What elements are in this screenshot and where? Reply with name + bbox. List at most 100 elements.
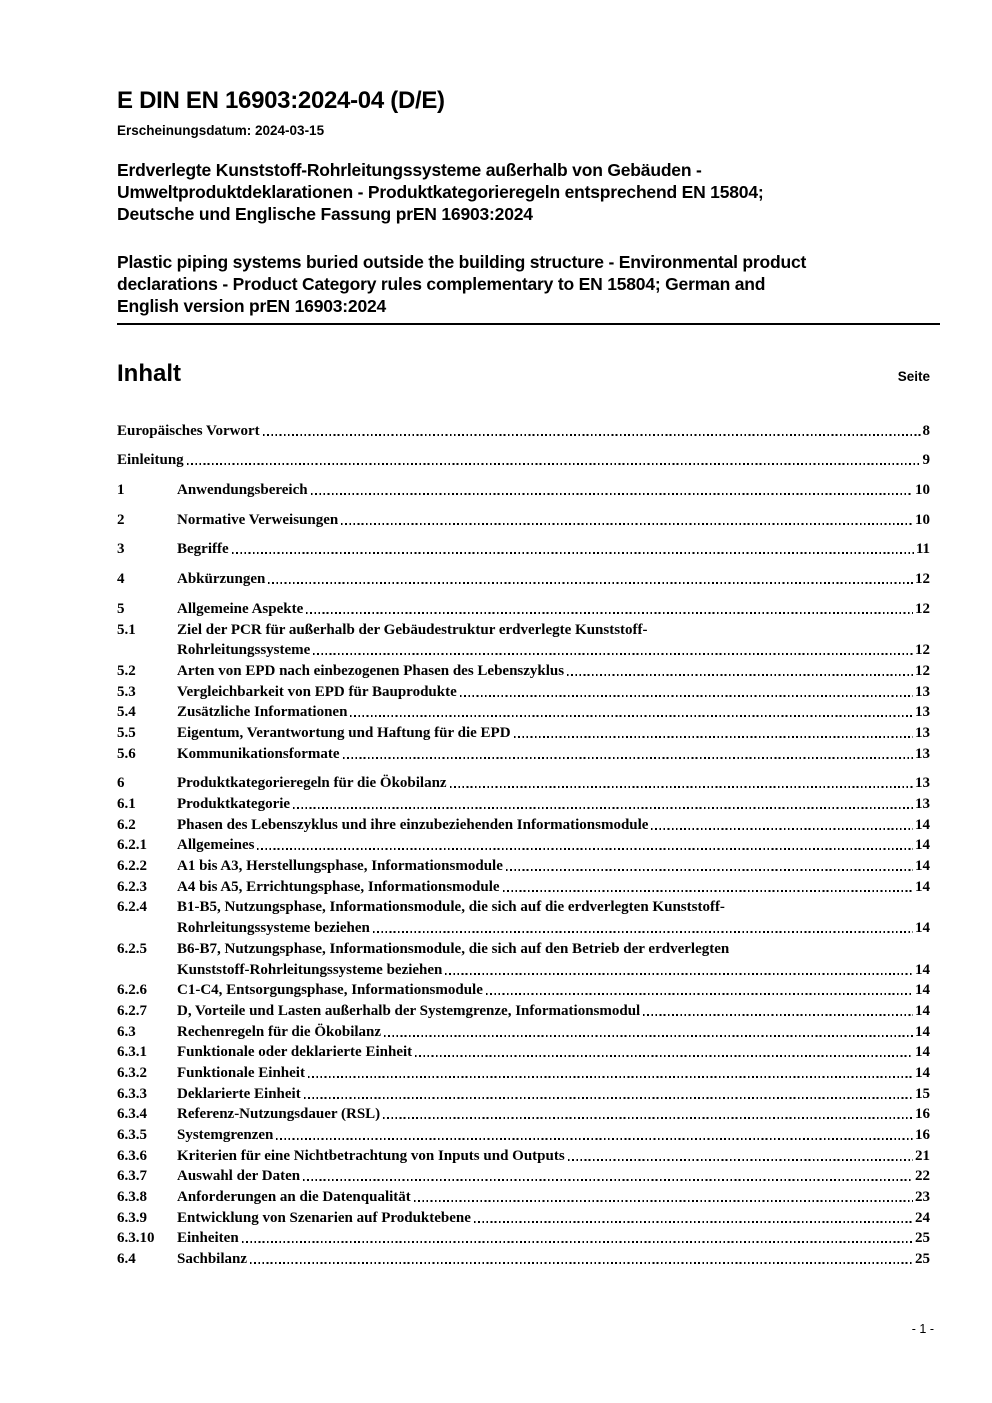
toc-line: 6.2.1 Allgemeines 14: [117, 834, 930, 855]
toc-entry: 6.3 Rechenregeln für die Ökobilanz 14: [117, 1020, 930, 1041]
toc-line: 6.2 Phasen des Lebenszyklus und ihre einz…: [117, 813, 930, 834]
toc-entry: 6.3.9 Entwicklung von Szenarien auf Produ…: [117, 1206, 930, 1227]
toc-entry-page: 14: [915, 837, 930, 854]
toc-entry-page: 13: [915, 775, 930, 792]
toc-leader-dots: [250, 1262, 913, 1265]
toc-leader-dots: [651, 827, 913, 830]
toc-entry-number: 6.3.10: [117, 1230, 155, 1247]
toc-entry: 6.3.3 Deklarierte Einheit 15: [117, 1082, 930, 1103]
toc-leader-dots: [513, 735, 913, 738]
toc-leader-dots: [372, 931, 913, 934]
toc-entry-title: Allgemeine Aspekte: [177, 600, 304, 617]
toc-line: 6.3 Rechenregeln für die Ökobilanz 14: [117, 1020, 930, 1041]
toc-entry-number: 6.3.5: [117, 1127, 147, 1143]
toc-leader-dots: [241, 1241, 913, 1244]
toc-entry-page: 14: [915, 1002, 930, 1019]
toc-entry-title: Deklarierte Einheit: [177, 1085, 301, 1102]
toc-line: Rohrleitungssysteme beziehen 14: [117, 916, 930, 937]
toc-leader-dots: [567, 673, 913, 676]
toc-entry: 6.2.1 Allgemeines 14: [117, 834, 930, 855]
toc-entry-number: 5.4: [117, 704, 136, 721]
toc-leader-dots: [186, 463, 921, 466]
toc-entry-title: Entwicklung von Szenarien auf Produktebe…: [177, 1209, 471, 1226]
toc-entry-page: 14: [915, 858, 930, 875]
toc-entry-page: 14: [915, 1064, 930, 1081]
toc-entry-title: Produktkategorieregeln für die Ökobilanz: [177, 775, 447, 792]
toc-line: 5.5 Eigentum, Verantwortung und Haftung f…: [117, 721, 930, 742]
toc-entry-number: 6.3.1: [117, 1044, 147, 1061]
toc-entry-title: Ziel der PCR für außerhalb der Gebäudest…: [177, 621, 648, 638]
title-english-line: declarations - Product Category rules co…: [117, 274, 766, 294]
toc-entry-title: A1 bis A3, Herstellungsphase, Informatio…: [177, 858, 503, 875]
toc-entry-title: Auswahl der Daten: [177, 1168, 301, 1185]
toc-line: 6.3.2 Funktionale Einheit 14: [117, 1061, 930, 1082]
toc-entry: Einleitung 9: [117, 449, 930, 470]
toc-entry-title: Eigentum, Verantwortung und Haftung für …: [177, 724, 511, 741]
toc-entry-number: 6.1: [117, 796, 136, 812]
toc-leader-dots: [415, 1055, 913, 1058]
toc-entry: 6.2.7 D, Vorteile und Lasten außerhalb de…: [117, 999, 930, 1020]
toc-line: 4 Abkürzungen 12: [117, 567, 930, 588]
toc-leader-dots: [350, 715, 913, 718]
toc-entry: 6.2.6 C1-C4, Entsorgungsphase, Informatio…: [117, 979, 930, 1000]
toc-leader-dots: [459, 694, 913, 697]
toc-entry: 6.3.1 Funktionale oder deklarierte Einhei…: [117, 1041, 930, 1062]
toc-entry-number: 6.4: [117, 1251, 136, 1268]
toc-leader-dots: [268, 582, 913, 585]
toc-entry-page: 9: [922, 452, 931, 469]
toc-entry: 6.1 Produktkategorie 13: [117, 792, 930, 813]
toc-entry-page: 23: [915, 1189, 930, 1206]
toc-leader-dots: [502, 889, 913, 892]
toc-entry-title: Zusätzliche Informationen: [177, 704, 348, 721]
toc-entry-title: B1-B5, Nutzungsphase, Informationsmodule…: [177, 899, 725, 916]
toc-entry-number: 3: [117, 541, 125, 558]
toc-entry-page: 14: [915, 961, 930, 978]
toc-entry-page: 14: [915, 878, 930, 895]
toc-entry-page: 21: [915, 1147, 930, 1164]
title-english: Plastic piping systems buried outside th…: [117, 251, 940, 317]
toc-entry: 6.3.5 Systemgrenzen 16: [117, 1123, 930, 1144]
toc-entry-page: 8: [922, 422, 931, 439]
toc-entry-page: 12: [915, 600, 930, 617]
toc-entry: 6.3.10 Einheiten 25: [117, 1227, 930, 1248]
toc-leader-dots: [445, 972, 913, 975]
header-divider-rule: [117, 323, 940, 325]
toc-entry-title: Kriterien für eine Nichtbetrachtung von …: [177, 1147, 565, 1164]
toc-line: 6.3.7 Auswahl der Daten 22: [117, 1165, 930, 1186]
toc-entry-title: Normative Verweisungen: [177, 511, 339, 528]
page-number-footer: - 1 -: [911, 1322, 934, 1336]
toc-entry-number: 6.3: [117, 1023, 136, 1040]
toc-entry-title: Rohrleitungssysteme beziehen: [177, 920, 370, 937]
toc-entry-number: 5: [117, 600, 125, 617]
toc-line: 6.2.7 D, Vorteile und Lasten außerhalb de…: [117, 999, 930, 1020]
toc-entry-page: 14: [915, 1023, 930, 1040]
toc-line: 6.2.2 A1 bis A3, Herstellungsphase, Infor…: [117, 854, 930, 875]
toc-entry-page: 24: [915, 1209, 930, 1226]
toc-leader-dots: [303, 1179, 913, 1182]
toc-entry-number: 2: [117, 511, 125, 528]
toc-entry-title: A4 bis A5, Errichtungsphase, Information…: [177, 878, 500, 895]
toc-entry-page: 13: [915, 704, 930, 721]
toc-leader-dots: [262, 433, 921, 436]
toc-entry-title: Systemgrenzen: [177, 1127, 274, 1143]
toc-entry: 6.2.3 A4 bis A5, Errichtungsphase, Inform…: [117, 875, 930, 896]
toc-entry: 4 Abkürzungen 12: [117, 567, 930, 588]
toc-entry: 5.6 Kommunikationsformate 13: [117, 742, 930, 763]
toc-entry-number: 6.2.3: [117, 878, 147, 895]
toc-line: 6.2.3 A4 bis A5, Errichtungsphase, Inform…: [117, 875, 930, 896]
toc-line: 6.3.1 Funktionale oder deklarierte Einhei…: [117, 1041, 930, 1062]
toc-entry-title: Funktionale Einheit: [177, 1064, 305, 1081]
toc-line: Europäisches Vorwort 8: [117, 419, 930, 440]
toc-line: Einleitung 9: [117, 449, 930, 470]
toc-entry-page: 16: [915, 1106, 930, 1123]
title-german-line: Erdverlegte Kunststoff-Rohrleitungssyste…: [117, 160, 702, 180]
toc-entry: 5.5 Eigentum, Verantwortung und Haftung f…: [117, 721, 930, 742]
toc-leader-dots: [307, 1075, 913, 1078]
toc-entry: 3 Begriffe 11: [117, 538, 930, 559]
toc-leader-dots: [293, 807, 913, 809]
toc-entry-number: 6.3.8: [117, 1189, 147, 1206]
toc-line: 5 Allgemeine Aspekte 12: [117, 597, 930, 618]
toc-header: Inhalt Seite: [117, 361, 940, 387]
toc-entry: 5.3 Vergleichbarkeit von EPD für Bauprodu…: [117, 680, 930, 701]
toc-leader-dots: [231, 552, 914, 555]
